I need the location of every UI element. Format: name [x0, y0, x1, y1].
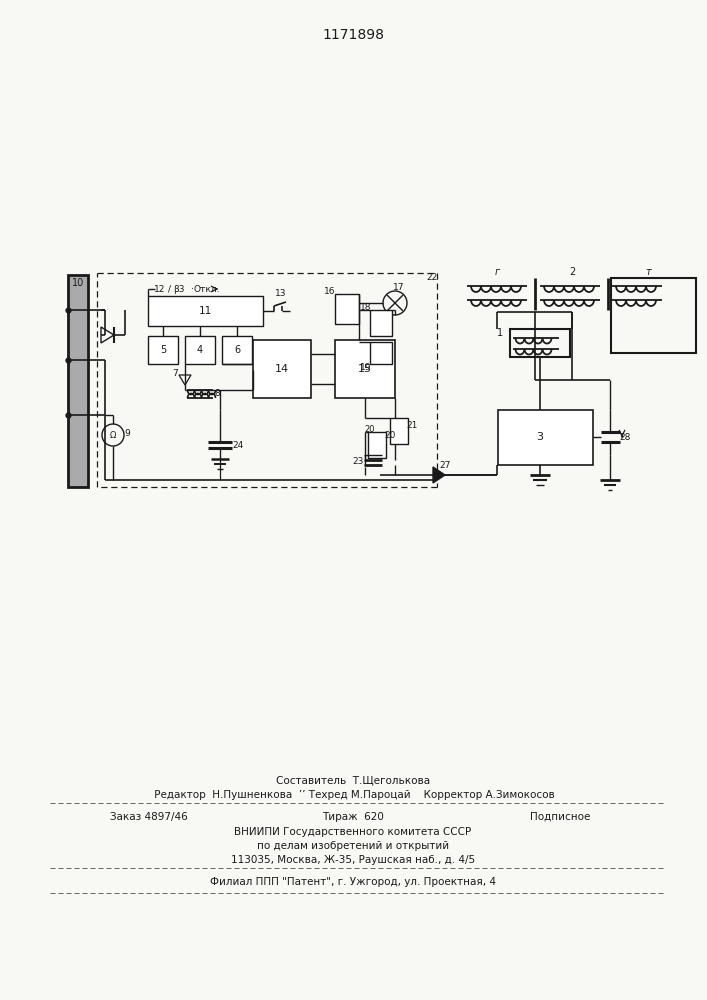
Text: 11: 11	[199, 306, 211, 316]
Bar	[335, 294, 359, 324]
Text: Редактор  Н.Пушненкова  ’’ Техред М.Пароцай    Корректор А.Зимокосов: Редактор Н.Пушненкова ’’ Техред М.Пароца…	[151, 790, 555, 800]
Text: Филиал ППП "Патент", г. Ужгород, ул. Проектная, 4: Филиал ППП "Патент", г. Ужгород, ул. Про…	[210, 877, 496, 887]
Text: 24: 24	[233, 440, 244, 450]
Text: г: г	[494, 267, 500, 277]
Text: 9: 9	[124, 428, 130, 438]
Polygon shape	[433, 467, 445, 483]
Text: 18: 18	[361, 302, 372, 312]
Text: 20: 20	[385, 430, 396, 440]
Text: по делам изобретений и открытий: по делам изобретений и открытий	[257, 841, 449, 851]
Text: 5: 5	[160, 345, 166, 355]
Bar	[370, 310, 392, 336]
Bar	[68, 275, 88, 487]
Text: 27: 27	[439, 460, 450, 470]
Text: 14: 14	[275, 364, 289, 374]
Text: 17: 17	[393, 282, 404, 292]
Bar	[370, 342, 392, 364]
Text: 2: 2	[569, 267, 575, 277]
Bar	[510, 329, 570, 357]
Bar	[148, 336, 178, 364]
Text: ·: ·	[192, 284, 194, 294]
Text: Откл.: Откл.	[194, 284, 221, 294]
Text: ВНИИПИ Государственного комитета СССР: ВНИИПИ Государственного комитета СССР	[235, 827, 472, 837]
Text: 3: 3	[537, 432, 544, 442]
Bar	[185, 336, 215, 364]
Text: 8: 8	[214, 389, 220, 398]
Text: 113035, Москва, Ж-35, Раушская наб., д. 4/5: 113035, Москва, Ж-35, Раушская наб., д. …	[231, 855, 475, 865]
Text: 7: 7	[172, 369, 178, 378]
Text: 13: 13	[275, 290, 287, 298]
Text: 1: 1	[497, 328, 503, 338]
Text: 28: 28	[619, 432, 631, 442]
Text: 21: 21	[407, 420, 418, 430]
Text: 23: 23	[352, 456, 363, 466]
Text: 10: 10	[72, 278, 84, 288]
Text: Ω: Ω	[110, 430, 116, 440]
Text: 20: 20	[365, 426, 375, 434]
Text: 6: 6	[234, 345, 240, 355]
Text: Подписное: Подписное	[530, 812, 590, 822]
Text: Заказ 4897/46: Заказ 4897/46	[110, 812, 188, 822]
Text: 16: 16	[325, 286, 336, 296]
Bar	[148, 296, 263, 326]
Bar	[368, 432, 386, 458]
Bar	[68, 275, 88, 487]
Bar	[390, 418, 408, 444]
Text: β3: β3	[173, 284, 185, 294]
Bar	[222, 336, 252, 364]
Text: Тираж  620: Тираж 620	[322, 812, 384, 822]
Text: 12: 12	[154, 284, 165, 294]
Text: 19: 19	[361, 362, 372, 371]
Text: 15: 15	[358, 364, 372, 374]
Text: 4: 4	[197, 345, 203, 355]
Text: /: /	[168, 284, 172, 294]
Text: 22: 22	[426, 273, 438, 282]
Bar	[611, 278, 696, 353]
Text: 1171898: 1171898	[322, 28, 384, 42]
Bar	[335, 340, 395, 398]
Bar	[498, 410, 593, 465]
Bar	[253, 340, 311, 398]
Text: т: т	[645, 267, 651, 277]
Text: Составитель  Т.Щеголькова: Составитель Т.Щеголькова	[276, 775, 430, 785]
